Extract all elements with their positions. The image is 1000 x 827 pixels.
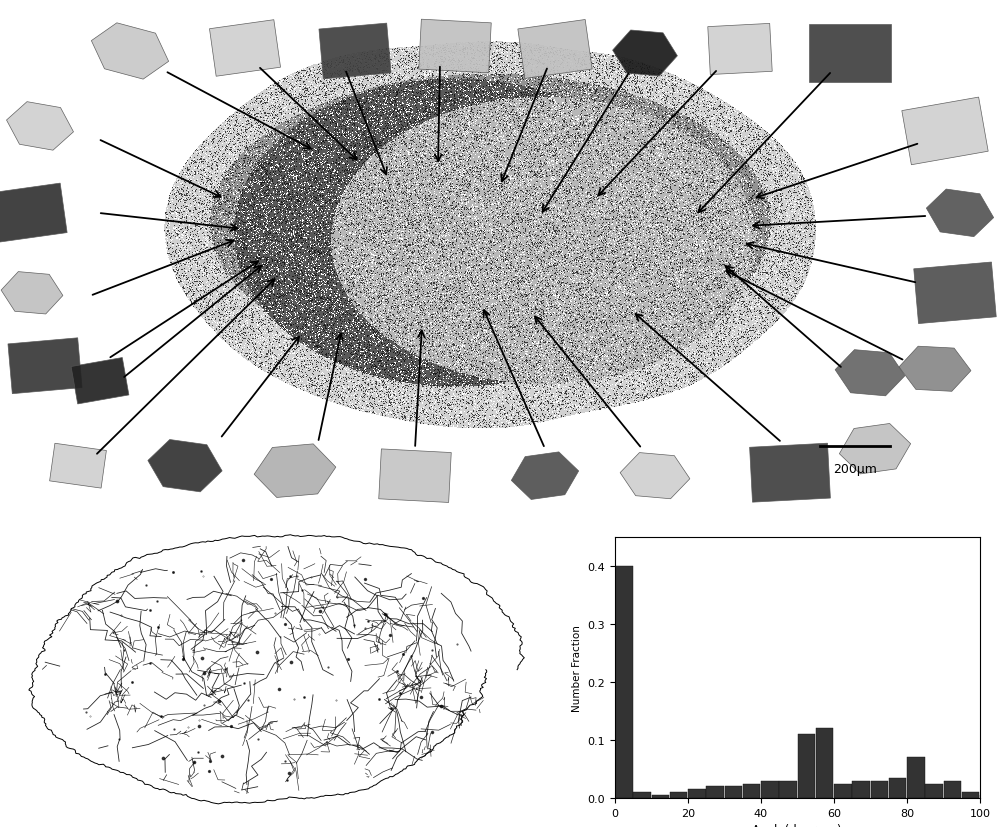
Bar: [980, 796, 998, 798]
Polygon shape: [8, 338, 82, 394]
Polygon shape: [518, 21, 592, 79]
Bar: [688, 789, 706, 798]
Polygon shape: [50, 444, 106, 489]
Bar: [816, 729, 833, 798]
Polygon shape: [613, 31, 677, 77]
Bar: [925, 784, 943, 798]
Polygon shape: [254, 444, 336, 498]
Bar: [907, 758, 925, 798]
Polygon shape: [708, 24, 772, 75]
Polygon shape: [511, 452, 579, 500]
Polygon shape: [0, 184, 67, 243]
Polygon shape: [620, 453, 690, 500]
Bar: [724, 786, 742, 798]
Bar: [852, 781, 870, 798]
Bar: [670, 792, 687, 798]
Text: 200μm: 200μm: [833, 462, 877, 475]
Bar: [761, 781, 779, 798]
Bar: [962, 792, 979, 798]
X-axis label: Angle(degrees): Angle(degrees): [752, 824, 843, 827]
Bar: [633, 792, 651, 798]
Bar: [779, 781, 797, 798]
Polygon shape: [379, 449, 451, 503]
Polygon shape: [1, 272, 63, 314]
Polygon shape: [7, 103, 73, 151]
Y-axis label: Number Fraction: Number Fraction: [572, 624, 582, 711]
Bar: [615, 566, 633, 798]
Polygon shape: [809, 25, 891, 83]
Bar: [706, 786, 724, 798]
Polygon shape: [835, 351, 905, 396]
Bar: [652, 796, 669, 798]
Polygon shape: [148, 440, 222, 492]
Polygon shape: [926, 190, 994, 237]
Bar: [798, 734, 815, 798]
Bar: [870, 781, 888, 798]
Polygon shape: [750, 443, 830, 503]
Polygon shape: [91, 24, 169, 80]
Polygon shape: [839, 424, 911, 475]
Bar: [944, 781, 961, 798]
Polygon shape: [419, 20, 491, 74]
Polygon shape: [209, 21, 281, 77]
Bar: [834, 784, 852, 798]
Bar: [743, 784, 760, 798]
Polygon shape: [914, 263, 996, 324]
Polygon shape: [902, 98, 988, 165]
Polygon shape: [71, 358, 129, 404]
Bar: [889, 777, 906, 798]
Polygon shape: [319, 24, 391, 79]
Polygon shape: [899, 347, 971, 392]
